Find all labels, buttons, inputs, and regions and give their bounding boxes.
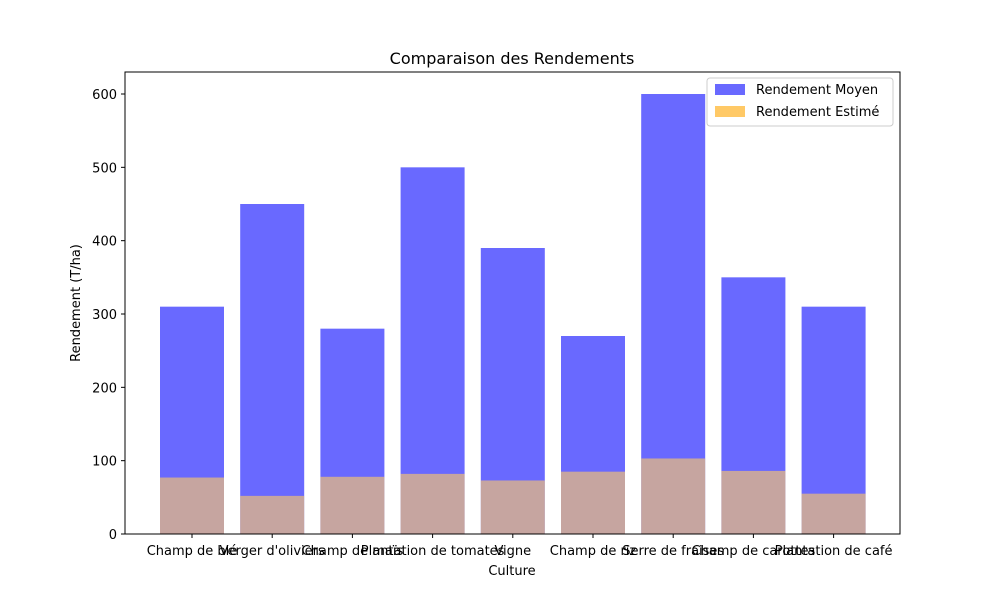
y-axis-label: Rendement (T/ha) <box>69 244 84 362</box>
y-tick-label-5: 500 <box>92 161 117 176</box>
bar-rendement-estime-6 <box>641 458 705 534</box>
legend: Rendement Moyen Rendement Estimé <box>707 78 893 126</box>
y-tick-label-3: 300 <box>92 308 117 323</box>
bar-rendement-estime-4 <box>481 480 545 534</box>
legend-swatch-rendement-estime <box>715 106 745 117</box>
y-tick-label-2: 200 <box>92 381 117 396</box>
bar-rendement-estime-2 <box>320 477 384 534</box>
bar-rendement-estime-5 <box>561 472 625 534</box>
bar-rendement-estime-1 <box>240 496 304 534</box>
y-tick-label-1: 100 <box>92 455 117 470</box>
bar-rendement-estime-0 <box>160 478 224 534</box>
x-tick-label-4: Vigne <box>494 544 531 559</box>
x-axis-label: Culture <box>488 564 535 579</box>
x-tick-label-3: Plantation de tomates <box>361 544 505 559</box>
bar-rendement-moyen-1 <box>240 204 304 534</box>
legend-label-rendement-moyen: Rendement Moyen <box>756 83 878 98</box>
y-tick-label-0: 0 <box>109 528 117 543</box>
y-tick-label-4: 400 <box>92 235 117 250</box>
legend-label-rendement-estime: Rendement Estimé <box>756 105 879 120</box>
bar-rendement-estime-7 <box>721 471 785 534</box>
y-tick-label-6: 600 <box>92 88 117 103</box>
bar-rendement-estime-3 <box>401 474 465 534</box>
x-tick-label-8: Plantation de café <box>775 544 893 559</box>
chart-title: Comparaison des Rendements <box>390 49 635 68</box>
bar-rendement-estime-8 <box>802 494 866 534</box>
legend-swatch-rendement-moyen <box>715 84 745 95</box>
